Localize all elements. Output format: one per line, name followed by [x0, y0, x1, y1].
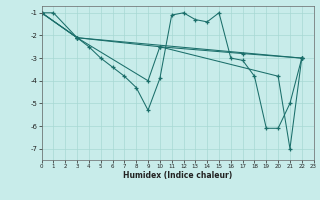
X-axis label: Humidex (Indice chaleur): Humidex (Indice chaleur) [123, 171, 232, 180]
